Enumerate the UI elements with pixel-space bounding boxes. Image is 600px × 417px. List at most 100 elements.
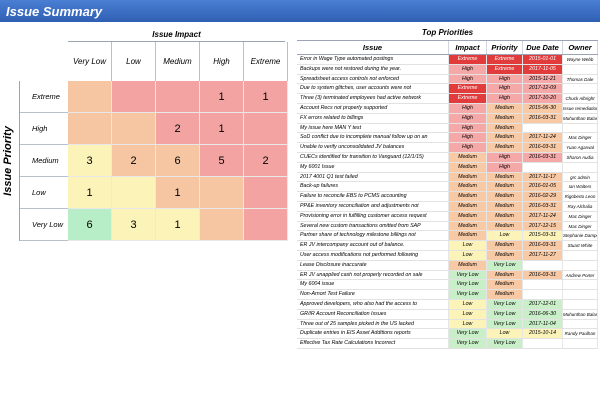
- owner-cell: [563, 162, 598, 172]
- column-header-priority[interactable]: Priority: [487, 41, 523, 54]
- priority-cell: Medium: [487, 221, 523, 231]
- table-row[interactable]: Several new custom transactions omitted …: [297, 221, 598, 232]
- issue-cell: Backups were not restored during the yea…: [297, 64, 449, 74]
- due-date-cell: 2016-03-31: [523, 201, 563, 211]
- matrix-cell[interactable]: [156, 81, 200, 113]
- table-row[interactable]: Backups were not restored during the yea…: [297, 64, 598, 75]
- priority-cell: Low: [487, 231, 523, 241]
- table-row[interactable]: SoD conflict due to incomplete manual fo…: [297, 133, 598, 144]
- matrix-cell[interactable]: [112, 113, 156, 145]
- priority-high-header: High: [20, 113, 68, 145]
- table-row[interactable]: My 6001 Issue Medium High: [297, 162, 598, 173]
- matrix-cell[interactable]: [200, 177, 244, 209]
- table-row[interactable]: My 6004 issue Very Low Medium: [297, 280, 598, 291]
- matrix-cell[interactable]: [112, 81, 156, 113]
- table-row[interactable]: FX errors related to billings High Medium 2…: [297, 113, 598, 124]
- table-row[interactable]: Error in Wage Type automated postings Ext…: [297, 55, 598, 65]
- due-date-cell: 2016-03-31: [523, 241, 563, 250]
- table-row[interactable]: ER JV intercompany account out of balanc…: [297, 241, 598, 251]
- matrix-cell[interactable]: 3: [112, 209, 156, 241]
- matrix-cell[interactable]: 1: [156, 209, 200, 241]
- priority-axis-title: Issue Priority: [2, 126, 14, 196]
- table-row[interactable]: ER JV unapplied cash not properly record…: [297, 270, 598, 281]
- matrix-cell[interactable]: 2: [156, 113, 200, 145]
- table-row[interactable]: Account Recs not properly supported High M…: [297, 103, 598, 114]
- matrix-cell[interactable]: [112, 177, 156, 209]
- table-row[interactable]: Spreadsheet access controls not enforced…: [297, 74, 598, 85]
- matrix-cell[interactable]: [244, 177, 288, 209]
- owner-cell: [563, 64, 598, 74]
- column-header-issue[interactable]: Issue: [297, 41, 449, 54]
- table-row[interactable]: Three out of 25 samples picked in the US…: [297, 319, 598, 330]
- owner-cell: Mac Dinger: [563, 133, 598, 143]
- due-date-cell: 2017-11-05: [523, 64, 563, 74]
- issue-cell: Partner share of technology milestone bi…: [297, 231, 449, 241]
- due-date-cell: 2017-11-24: [523, 133, 563, 143]
- matrix-cell[interactable]: [68, 113, 112, 145]
- impact-cell: Medium: [449, 162, 487, 172]
- owner-cell: Mac Dinger: [563, 221, 598, 231]
- top-priorities-title: Top Priorities: [297, 28, 598, 41]
- table-row[interactable]: My issue here MAN Y test High Medium: [297, 123, 598, 134]
- table-row[interactable]: User access modifications not performed …: [297, 250, 598, 261]
- column-header-impact[interactable]: Impact: [449, 41, 487, 54]
- priority-cell: Medium: [487, 270, 523, 280]
- issue-cell: Due to system glitches, user accounts we…: [297, 84, 449, 94]
- due-date-cell: 2016-03-31: [523, 113, 563, 123]
- matrix-cell[interactable]: 1: [200, 113, 244, 145]
- table-row[interactable]: 2017 4001 Q1 test failed Medium Medium 2017…: [297, 172, 598, 183]
- priority-cell: Very Low: [487, 299, 523, 309]
- owner-cell: [563, 250, 598, 260]
- impact-cell: High: [449, 113, 487, 123]
- matrix-cell[interactable]: [244, 113, 288, 145]
- matrix-cell[interactable]: 2: [112, 145, 156, 177]
- owner-cell: Stuart White: [563, 241, 598, 250]
- due-date-cell: 2017-10-20: [523, 94, 563, 103]
- issue-cell: My 6001 Issue: [297, 162, 449, 172]
- impact-cell: High: [449, 143, 487, 152]
- owner-cell: Mac Dinger: [563, 211, 598, 221]
- table-row[interactable]: Failure to reconcile EBS to PCMS account…: [297, 192, 598, 202]
- matrix-cell[interactable]: 1: [156, 177, 200, 209]
- issue-cell: My issue here MAN Y test: [297, 123, 449, 133]
- matrix-cell[interactable]: 3: [68, 145, 112, 177]
- priority-low-header: Low: [20, 177, 68, 209]
- table-row[interactable]: Provisioning error in fulfilling custome…: [297, 211, 598, 222]
- table-row[interactable]: Due to system glitches, user accounts we…: [297, 84, 598, 95]
- matrix-cell[interactable]: 1: [68, 177, 112, 209]
- matrix-cell[interactable]: [244, 209, 288, 241]
- table-row[interactable]: Effective Tax Rate Calculations Incorrec…: [297, 339, 598, 349]
- issue-cell: Unable to verify unconsolidated JV balan…: [297, 143, 449, 152]
- priority-cell: Medium: [487, 201, 523, 211]
- matrix-cell[interactable]: 6: [156, 145, 200, 177]
- table-row[interactable]: Three (3) terminated employees had activ…: [297, 94, 598, 104]
- table-row[interactable]: Lease Disclosure inaccurate Medium Very Lo…: [297, 260, 598, 271]
- issue-cell: My 6004 issue: [297, 280, 449, 290]
- priority-cell: Extreme: [487, 64, 523, 74]
- matrix-cell[interactable]: [68, 81, 112, 113]
- matrix-cell[interactable]: [200, 209, 244, 241]
- priority-axis: [0, 81, 20, 241]
- impact-cell: Very Low: [449, 290, 487, 299]
- table-row[interactable]: PP&E inventory reconciliation and adjust…: [297, 201, 598, 212]
- matrix-cell[interactable]: 2: [244, 145, 288, 177]
- column-header-due-date[interactable]: Due Date: [523, 41, 563, 54]
- table-row[interactable]: Partner share of technology milestone bi…: [297, 231, 598, 242]
- matrix-cell[interactable]: 5: [200, 145, 244, 177]
- column-header-owner[interactable]: Owner: [563, 41, 598, 54]
- table-row[interactable]: Unable to verify unconsolidated JV balan…: [297, 143, 598, 153]
- matrix-cell[interactable]: 1: [200, 81, 244, 113]
- owner-cell: Chuck Albright: [563, 94, 598, 103]
- table-row[interactable]: Non-Arnort Test Failure Very Low Medium: [297, 290, 598, 300]
- table-row[interactable]: Duplicate entries in EIS Asset Additions…: [297, 329, 598, 340]
- table-row[interactable]: Back-up failures Medium Medium 2016-01-05 Ia…: [297, 182, 598, 193]
- impact-cell: Very Low: [449, 270, 487, 280]
- table-row[interactable]: CUECs identified for transition to Vangu…: [297, 152, 598, 163]
- matrix-cell[interactable]: 1: [244, 81, 288, 113]
- issue-cell: Error in Wage Type automated postings: [297, 55, 449, 64]
- due-date-cell: 2017-12-15: [523, 221, 563, 231]
- issue-cell: ER JV unapplied cash not properly record…: [297, 270, 449, 280]
- matrix-cell[interactable]: 6: [68, 209, 112, 241]
- table-row[interactable]: Approved developers, who also had the ac…: [297, 299, 598, 310]
- table-row[interactable]: GR/IR Account Reconciliation Issues Low Ve…: [297, 309, 598, 320]
